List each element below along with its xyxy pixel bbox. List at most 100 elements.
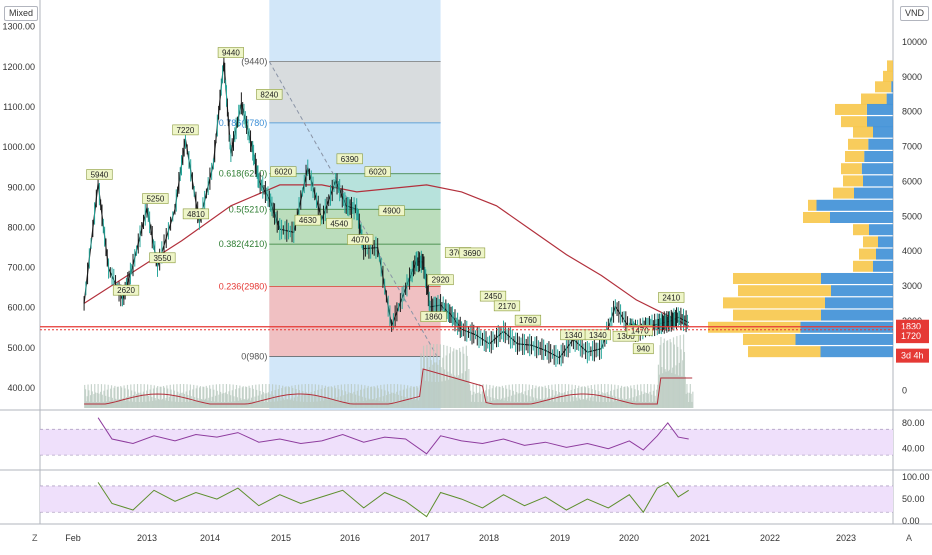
volume-bar (491, 388, 493, 408)
volume-bar (120, 387, 123, 408)
volume-bar (297, 384, 300, 408)
volume-bar (651, 394, 653, 408)
volume-bar (308, 393, 311, 408)
auto-scale-toggle[interactable]: A (906, 533, 913, 543)
volume-bar (458, 375, 460, 408)
volume-bar (467, 380, 469, 408)
volume-bar (188, 401, 190, 408)
volume-bar (336, 397, 338, 408)
volume-bar (495, 387, 497, 408)
volume-bar (205, 385, 207, 408)
volume-bar (593, 396, 595, 408)
volume-bar (213, 389, 215, 408)
peak-label: 5940 (91, 170, 109, 179)
volume-bar (103, 390, 105, 408)
peak-label: 2620 (117, 286, 135, 295)
volume-bar (589, 397, 592, 408)
x-axis-label: 2016 (340, 533, 360, 543)
volume-bar (332, 400, 334, 408)
volume-bar (630, 388, 633, 408)
volume-bar (86, 396, 88, 408)
volume-bar (406, 388, 408, 408)
price-tag-label: 1720 (901, 331, 921, 341)
volume-bar (594, 384, 596, 408)
mode-label[interactable]: Mixed (4, 6, 39, 21)
volume-bar (476, 392, 478, 408)
volume-bar (624, 386, 626, 408)
volume-bar (296, 401, 298, 408)
volume-bar (370, 386, 372, 408)
volume-bar (584, 386, 586, 408)
peak-label-box (493, 300, 521, 312)
volume-profile-bar (854, 187, 893, 199)
volume-bar (344, 384, 346, 408)
volume-bar (162, 398, 164, 408)
volume-bar (649, 391, 651, 408)
volume-bar (478, 392, 480, 408)
fib-high-label: (9440) (241, 57, 267, 67)
volume-bar (259, 390, 261, 408)
price-tag-label: 3d 4h (901, 351, 924, 361)
volume-bar (654, 395, 656, 408)
volume-bar (141, 393, 143, 408)
volume-bar (124, 388, 126, 408)
volume-bar (339, 396, 342, 408)
volume-bar (107, 384, 109, 408)
volume-bar (462, 346, 464, 408)
volume-bar (126, 384, 129, 408)
volume-bar (337, 384, 339, 408)
volume-bar (422, 371, 424, 408)
volume-bar (558, 392, 561, 408)
volume-bar (396, 384, 399, 408)
volume-bar (322, 397, 324, 408)
volume-bar (493, 398, 495, 408)
volume-bar (381, 401, 384, 408)
volume-bar (177, 391, 179, 408)
volume-bar (427, 357, 429, 408)
volume-bar (474, 393, 477, 408)
volume-bar (192, 389, 194, 408)
volume-bar (291, 385, 293, 408)
volume-profile-bar (833, 187, 854, 199)
volume-bar (438, 381, 440, 408)
volume-bar (563, 401, 565, 408)
volume-bar (440, 367, 442, 408)
zoom-toggle[interactable]: Z (32, 533, 38, 543)
volume-bar (247, 398, 249, 408)
volume-bar (341, 390, 343, 408)
volume-bar (196, 385, 198, 408)
volume-profile-bar (743, 333, 796, 345)
volume-bar (677, 346, 679, 408)
volume-bar (441, 381, 443, 408)
volume-bar (631, 400, 634, 408)
volume-bar (148, 401, 150, 408)
volume-bar (136, 393, 138, 408)
volume-bar (431, 381, 433, 408)
volume-bar (97, 384, 99, 408)
volume-bar (182, 392, 184, 408)
volume-bar (151, 397, 153, 408)
volume-bar (430, 360, 432, 408)
volume-bar (519, 393, 521, 408)
volume-bar (442, 357, 444, 408)
volume-bar (398, 401, 400, 408)
volume-bar (377, 388, 379, 408)
peak-label-box (458, 247, 486, 259)
volume-bar (584, 387, 587, 408)
volume-bar (437, 364, 439, 408)
currency-label[interactable]: VND (900, 6, 930, 21)
volume-bar (222, 384, 224, 408)
volume-bar (146, 390, 148, 408)
volume-bar (210, 401, 212, 408)
volume-bar (680, 349, 682, 408)
volume-bar (412, 386, 415, 408)
volume-bar (537, 400, 539, 408)
volume-bar (558, 384, 560, 408)
volume-bar (552, 401, 555, 408)
volume-bar (655, 401, 657, 408)
volume-bar (581, 386, 583, 408)
volume-bar (187, 395, 189, 408)
volume-bar (403, 384, 405, 408)
rsi-line (97, 417, 689, 455)
